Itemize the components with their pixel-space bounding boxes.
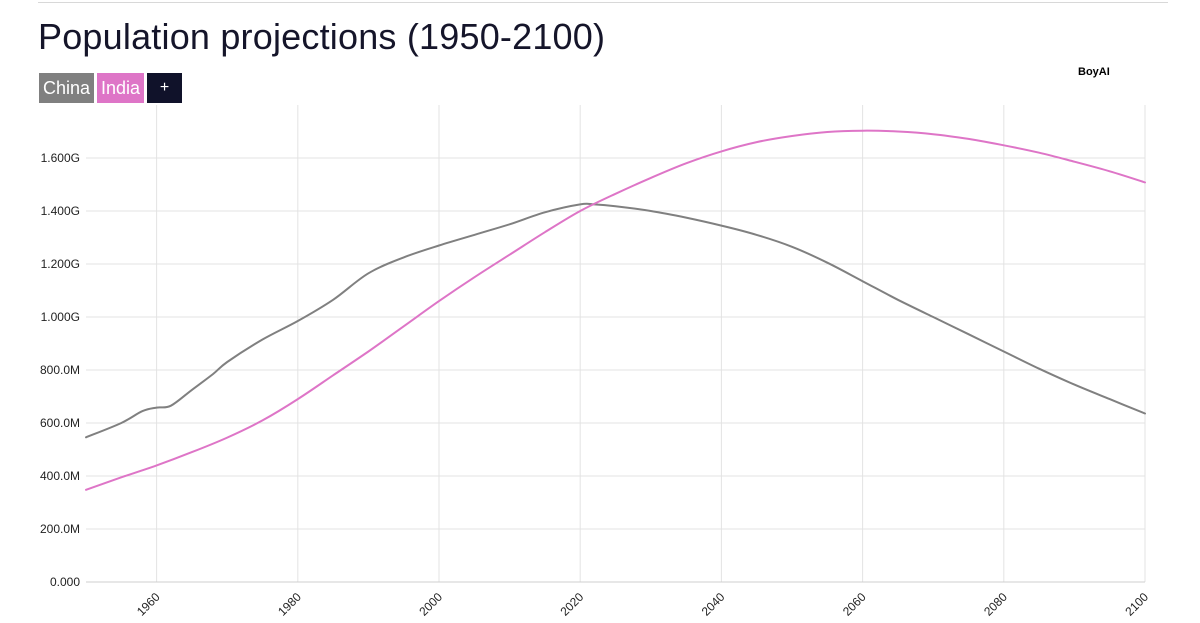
series-chip-china[interactable]: China: [39, 73, 95, 103]
x-tick-label: 2040: [699, 590, 728, 619]
x-tick-label: 2060: [840, 590, 869, 619]
y-tick-label: 1.000G: [41, 310, 80, 324]
y-tick-label: 1.200G: [41, 257, 80, 271]
top-divider: [38, 2, 1168, 3]
x-tick-label: 1980: [275, 590, 304, 619]
y-tick-label: 0.000: [50, 575, 80, 589]
y-tick-label: 400.0M: [40, 469, 80, 483]
series-line-india: [85, 129, 1146, 491]
chart-series: [85, 129, 1146, 491]
x-tick-label: 2020: [558, 590, 587, 619]
y-tick-label: 200.0M: [40, 522, 80, 536]
x-tick-label: 2100: [1122, 590, 1151, 619]
series-chip-india[interactable]: India: [97, 73, 145, 103]
series-chip-bar: China India +: [39, 73, 183, 103]
chart-grid: [86, 105, 1146, 583]
y-axis: 0.000 200.0M 400.0M 600.0M 800.0M 1.000G 1.200…: [40, 151, 80, 589]
y-tick-label: 1.400G: [41, 204, 80, 218]
y-tick-label: 1.600G: [41, 151, 80, 165]
y-tick-label: 800.0M: [40, 363, 80, 377]
add-series-button[interactable]: +: [147, 73, 183, 103]
x-tick-label: 2080: [981, 590, 1010, 619]
page-title: Population projections (1950-2100): [38, 16, 606, 57]
x-axis: 1960 1980 2000 2020 2040 2060 2080 2100: [134, 590, 1151, 619]
watermark: BoyAI: [1078, 66, 1110, 78]
x-tick-label: 1960: [134, 590, 163, 619]
y-tick-label: 600.0M: [40, 416, 80, 430]
x-tick-label: 2000: [416, 590, 445, 619]
series-line-china: [85, 202, 1146, 439]
